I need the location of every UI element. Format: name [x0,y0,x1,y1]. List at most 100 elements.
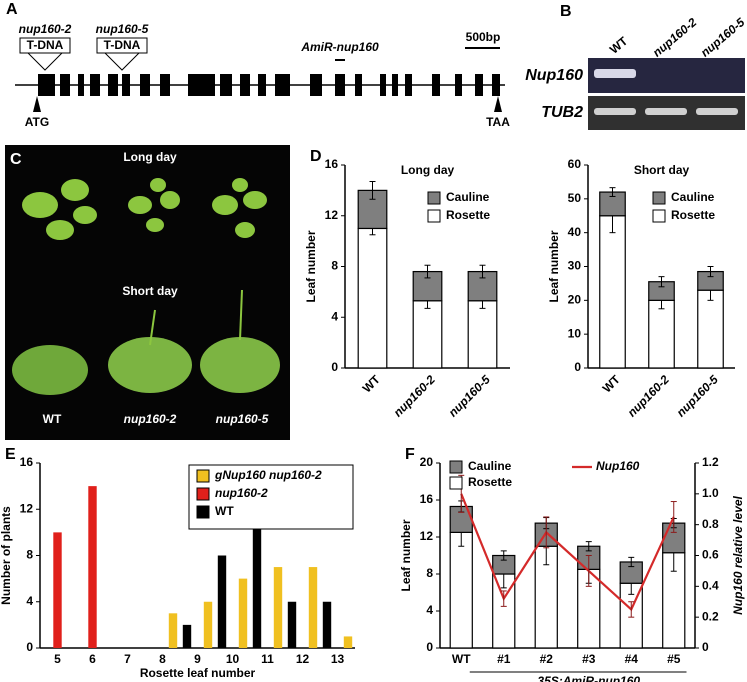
x-tick-label: 6 [89,652,96,666]
x-tick-label: WT [360,372,384,396]
bar [53,532,62,648]
x-tick-label: WT [600,372,624,396]
condition-label: Short day [122,284,178,298]
bar-segment [648,299,675,369]
x-tick-label: nup160-5 [674,372,721,419]
panel-label: B [560,3,572,20]
y-tick-label: 4 [331,309,338,323]
line [460,493,675,612]
legend-frame [188,464,354,530]
legend-label: nup160-2 [215,486,268,500]
condition-label: Long day [123,150,177,164]
y-tick-label: 16 [325,157,339,171]
x-tick-label: 5 [54,652,61,666]
start-arrow [33,96,41,112]
legend-label: Rosette [671,208,715,222]
plants [12,178,280,395]
bar [252,509,262,648]
panel-label: A [6,1,18,18]
y-tick-label: 12 [325,208,339,222]
x-tick-label: 11 [261,652,274,666]
bar-segment [357,189,388,230]
band [645,108,687,115]
bar [343,636,353,648]
bar [168,613,178,648]
bar [273,567,283,648]
legend-swatch [449,460,463,474]
band [594,108,636,115]
y-tick-label: 12 [20,501,34,515]
y-tick-label: 8 [331,259,338,273]
y-axis-label: Number of plants [0,506,13,605]
lane-label: WT [607,34,631,57]
start-label: ATG [25,115,49,129]
y2-tick-label: 0.8 [702,517,719,531]
y-tick-label: 8 [426,566,433,580]
y-tick-label: 4 [426,603,433,617]
chart-title: Short day [634,163,690,177]
band [696,108,738,115]
x-tick-label: nup160-2 [625,372,672,419]
group-label: 35S:AmiR-nup160 [537,674,640,682]
y-tick-label: 50 [568,191,582,205]
legend-swatch [196,505,210,519]
legend-label: Cauline [468,459,512,473]
lane-label: nup160-2 [650,15,700,60]
x-tick-label: #5 [667,652,681,666]
x-tick-label: #1 [497,652,511,666]
x-tick-label: 9 [194,652,201,666]
panel-label: C [10,151,22,168]
x-tick-label: 12 [296,652,310,666]
bar [308,567,318,648]
bar [88,486,97,648]
y2-axis-label: Nup160 relative level [731,495,745,614]
chart-title: Long day [401,163,455,177]
x-tick-label: #2 [540,652,554,666]
genotype-label: WT [43,412,62,426]
panel-label: E [5,446,16,463]
legend-swatch [449,476,463,490]
bar-segment [357,227,388,369]
tdna-label: T-DNA [27,38,64,52]
legend-label: gNup160 nup160-2 [214,468,322,482]
y-tick-label: 8 [26,548,33,562]
y-tick-label: 40 [568,225,582,239]
legend-label: Rosette [446,208,490,222]
bar [238,578,248,648]
legend-swatch [196,469,210,483]
y2-tick-label: 0.6 [702,548,719,562]
bar-segment [467,300,498,369]
genotype-label: nup160-2 [124,412,177,426]
gene-label: Nup160 [525,67,583,84]
insertion-name: nup160-5 [96,22,149,36]
bar-segment [697,289,724,369]
gel: B WT nup160-2 nup160-5 Nup160 TUB2 [525,3,747,130]
y-tick-label: 12 [420,529,434,543]
bar [217,555,227,648]
x-tick-label: 8 [159,652,166,666]
tdna-triangle [103,52,141,71]
y-axis-label: Leaf number [399,519,413,591]
bar [322,601,332,648]
y-axis-label: Leaf number [547,230,561,302]
x-tick-label: 7 [124,652,131,666]
tdna-label: T-DNA [104,38,141,52]
stop-label: TAA [486,115,510,129]
stems [149,289,243,346]
bar [203,601,213,648]
amir-label: AmiR-nup160 [300,40,379,54]
y2-tick-label: 1.0 [702,486,719,500]
panel-label: F [405,446,415,463]
genotype-label: nup160-5 [216,412,269,426]
x-tick-label: #4 [625,652,639,666]
x-tick-label: nup160-5 [446,372,493,419]
y-tick-label: 0 [574,360,581,374]
x-tick-label: WT [452,652,471,666]
legend-swatch [427,191,441,205]
y-tick-label: 10 [568,326,582,340]
exons [38,74,500,96]
legend-label: Nup160 [596,459,640,473]
y2-tick-label: 0.4 [702,579,719,593]
x-axis-label: Rosette leaf number [140,666,256,680]
